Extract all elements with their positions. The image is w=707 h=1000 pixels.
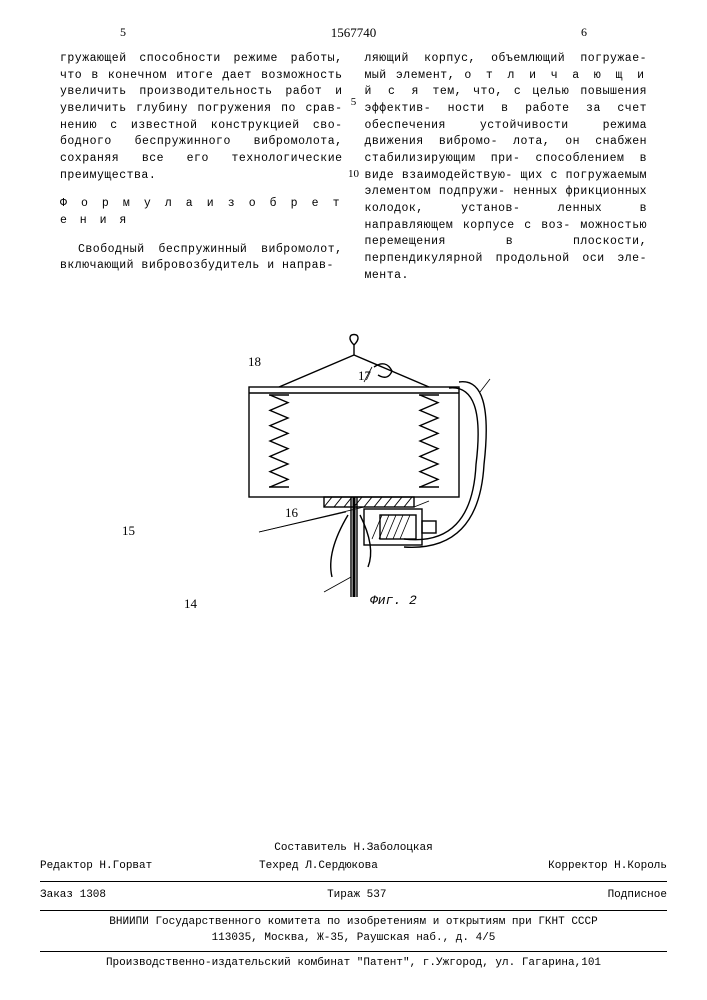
- left-p3: Свободный беспружинный вибромолот, включ…: [60, 242, 343, 275]
- page-right: 6: [581, 24, 587, 43]
- right-column: ляющий корпус, объемлющий погружае- мый …: [365, 51, 648, 287]
- figure-svg: [189, 317, 519, 617]
- left-p1: гружающей способности режиме работы, что…: [60, 51, 343, 184]
- order: Заказ 1308: [40, 888, 106, 904]
- figure: Фиг. 2 18 17 16 15 14: [60, 317, 647, 617]
- left-column: гружающей способности режиме работы, что…: [60, 51, 343, 287]
- imprint-footer: Составитель Н.Заболоцкая Редактор Н.Горв…: [40, 841, 667, 972]
- rule-3: [40, 951, 667, 952]
- rule-2: [40, 910, 667, 911]
- gutter-5: 5: [351, 95, 357, 111]
- editor: Редактор Н.Горват: [40, 859, 229, 875]
- rule-1: [40, 881, 667, 882]
- org1: ВНИИПИ Государственного комитета по изоб…: [40, 915, 667, 931]
- gutter-10: 10: [348, 167, 359, 183]
- order-row: Заказ 1308 Тираж 537 Подписное: [40, 886, 667, 906]
- corrector: Корректор Н.Король: [478, 859, 667, 875]
- formula-spaced: Ф о р м у л а и з о б р е т е н и я: [60, 197, 343, 227]
- formula-title: Ф о р м у л а и з о б р е т е н и я: [60, 196, 343, 229]
- text-columns: 5 10 гружающей способности режиме работы…: [60, 51, 647, 287]
- ref-14: 14: [184, 595, 197, 614]
- header: 5 1567740 6: [60, 24, 647, 43]
- sign: Подписное: [608, 888, 667, 904]
- doc-number: 1567740: [126, 24, 581, 43]
- right-p1: ляющий корпус, объемлющий погружае- мый …: [365, 51, 648, 284]
- right-p1b: тем, что, с целью повышения эффектив- но…: [365, 85, 648, 281]
- ref-15: 15: [122, 522, 135, 541]
- ref-17: 17: [358, 367, 371, 386]
- tirazh: Тираж 537: [327, 888, 386, 904]
- tech: Техред Л.Сердюкова: [259, 859, 448, 875]
- ref-18: 18: [248, 353, 261, 372]
- ref-16: 16: [285, 504, 298, 523]
- figure-caption: Фиг. 2: [370, 592, 417, 611]
- compiler-line: Составитель Н.Заболоцкая: [40, 841, 667, 857]
- editor-row: Редактор Н.Горват Техред Л.Сердюкова Кор…: [40, 857, 667, 877]
- addr1: 113035, Москва, Ж-35, Раушская наб., д. …: [40, 931, 667, 947]
- patent-page: 5 1567740 6 5 10 гружающей способности р…: [0, 0, 707, 1000]
- prod: Производственно-издательский комбинат "П…: [40, 956, 667, 972]
